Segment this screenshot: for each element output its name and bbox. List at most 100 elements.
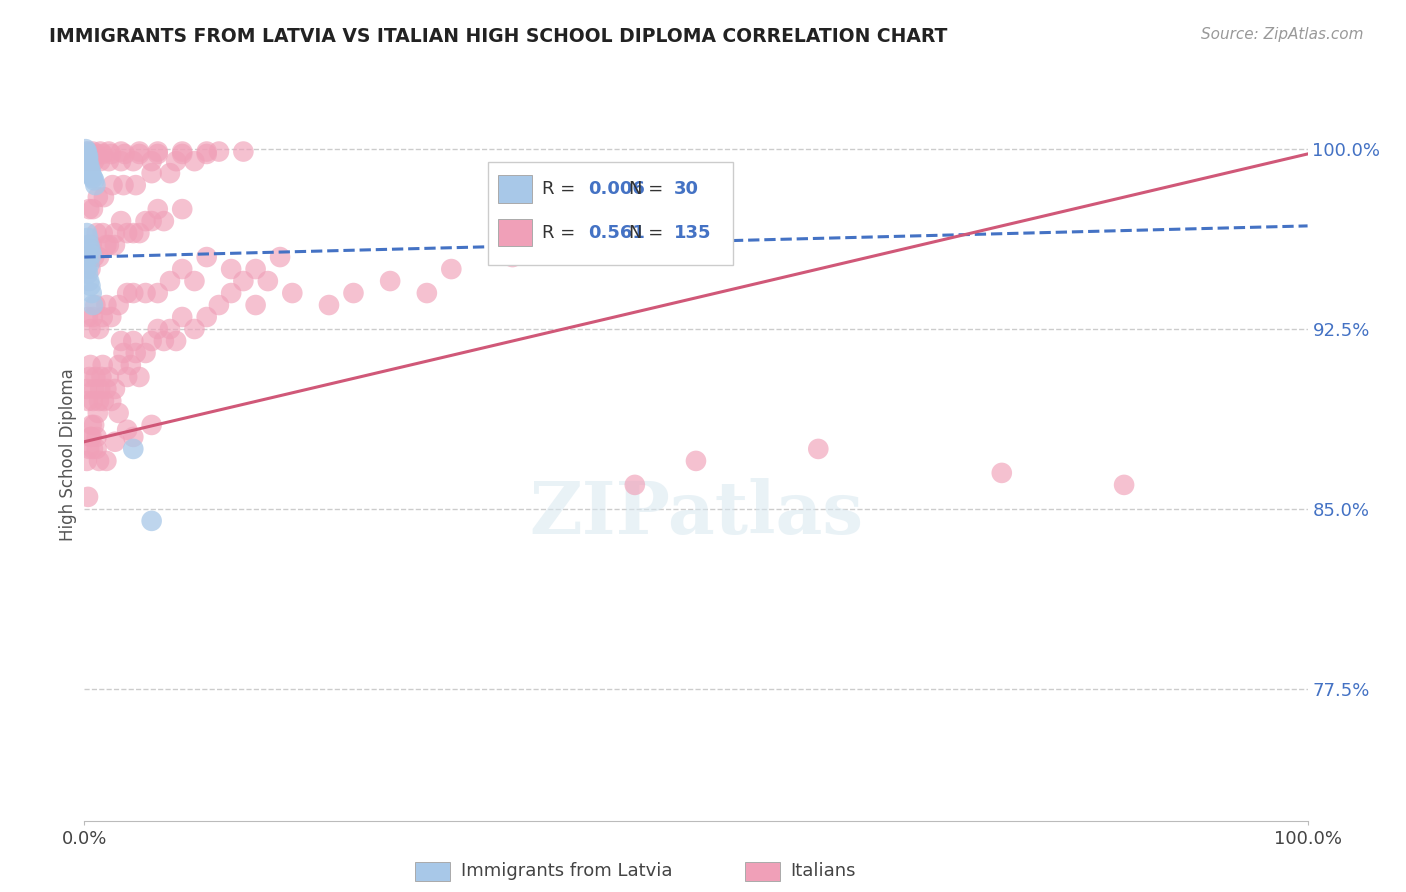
Point [93, 190, 115, 204]
Point [110, 145, 132, 159]
Point [87, 394, 110, 409]
Point [100, 147, 122, 161]
Point [624, 226, 647, 240]
Text: R =: R = [541, 179, 581, 198]
Point [79, 430, 101, 444]
Point [125, 178, 148, 193]
Point [97, 154, 120, 169]
Point [80, 169, 103, 183]
Point [87, 322, 110, 336]
Point [91, 310, 114, 324]
Point [135, 286, 157, 301]
Point [122, 334, 145, 348]
Y-axis label: High School Diploma: High School Diploma [59, 368, 77, 541]
Point [172, 145, 194, 159]
Point [91, 147, 114, 161]
Point [87, 250, 110, 264]
Text: 135: 135 [673, 224, 711, 242]
Point [183, 322, 205, 336]
Point [91, 226, 114, 240]
Point [77, 231, 100, 245]
FancyBboxPatch shape [488, 162, 733, 265]
Point [128, 147, 150, 161]
Point [77, 490, 100, 504]
Point [83, 250, 105, 264]
Point [342, 286, 364, 301]
Text: R =: R = [541, 224, 586, 242]
Text: Italians: Italians [790, 863, 856, 880]
Point [165, 154, 187, 169]
FancyBboxPatch shape [498, 175, 531, 202]
Point [112, 346, 135, 360]
Point [245, 262, 267, 277]
Point [80, 248, 103, 262]
Point [100, 310, 122, 324]
Point [153, 214, 176, 228]
Point [77, 238, 100, 252]
Point [624, 478, 647, 492]
Point [115, 423, 138, 437]
Point [146, 322, 169, 336]
Point [80, 417, 103, 432]
Point [79, 322, 101, 336]
Point [79, 358, 101, 372]
Point [257, 274, 280, 288]
Point [76, 454, 98, 468]
Point [86, 430, 108, 444]
Point [77, 149, 100, 163]
Point [97, 145, 120, 159]
Point [146, 202, 169, 216]
Point [96, 454, 118, 468]
Point [107, 406, 129, 420]
Point [77, 159, 100, 173]
Point [77, 310, 100, 324]
Point [122, 430, 145, 444]
Point [122, 226, 145, 240]
Point [115, 370, 138, 384]
Point [77, 274, 100, 288]
Point [141, 417, 163, 432]
Point [807, 442, 830, 456]
Point [80, 238, 103, 252]
Point [104, 434, 127, 449]
Point [165, 334, 187, 348]
Point [172, 147, 194, 161]
Point [159, 274, 181, 288]
Point [232, 274, 254, 288]
Point [318, 298, 340, 312]
Point [245, 298, 267, 312]
Point [159, 166, 181, 180]
Point [232, 145, 254, 159]
Point [146, 145, 169, 159]
Text: ZIPatlas: ZIPatlas [529, 478, 863, 549]
Point [110, 334, 132, 348]
Point [76, 382, 98, 396]
Point [87, 190, 110, 204]
Point [122, 286, 145, 301]
Point [77, 238, 100, 252]
Point [122, 154, 145, 169]
Point [1114, 478, 1136, 492]
Text: N =: N = [628, 179, 669, 198]
Point [107, 298, 129, 312]
Point [183, 274, 205, 288]
Point [89, 145, 111, 159]
Point [172, 262, 194, 277]
Point [380, 274, 402, 288]
Point [208, 145, 231, 159]
Point [86, 147, 108, 161]
Point [83, 417, 105, 432]
Point [83, 382, 105, 396]
Point [141, 166, 163, 180]
Text: 0.006: 0.006 [588, 179, 645, 198]
Point [195, 145, 218, 159]
Point [172, 202, 194, 216]
Point [146, 147, 169, 161]
Point [104, 382, 127, 396]
Point [77, 442, 100, 456]
Point [96, 382, 118, 396]
Point [135, 214, 157, 228]
Point [195, 147, 218, 161]
Point [281, 286, 304, 301]
Point [416, 286, 439, 301]
